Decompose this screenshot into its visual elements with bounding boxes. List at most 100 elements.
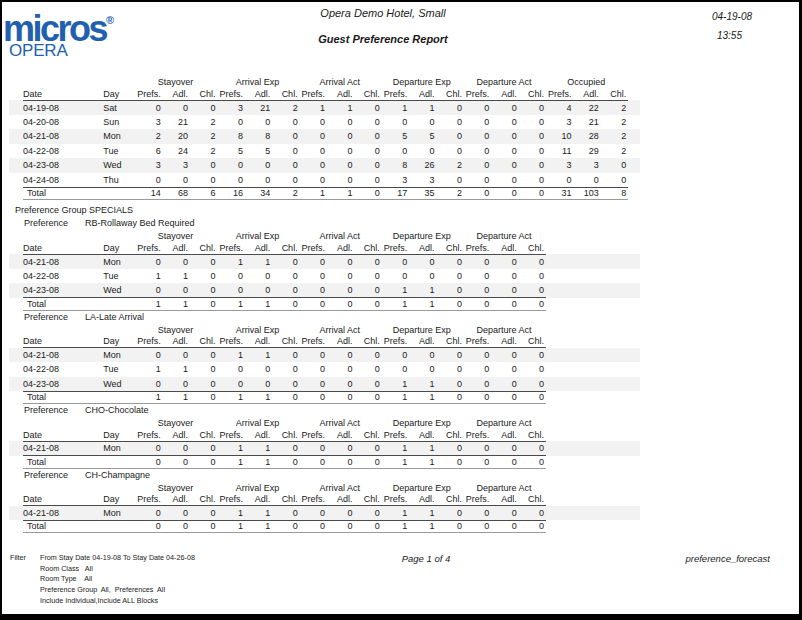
value-cell: 0: [327, 441, 354, 456]
column-header-cell: Chl.: [519, 494, 546, 506]
column-header-cell: Prefs.: [546, 88, 573, 100]
group-header-cell: Departure Exp: [382, 76, 464, 88]
value-cell: 3: [546, 158, 573, 173]
value-cell: 0: [135, 283, 162, 298]
column-header-cell: Adl.: [327, 429, 354, 441]
value-cell: 0: [409, 144, 436, 159]
column-header-cell: Prefs.: [300, 336, 327, 348]
column-header-cell: Chl.: [272, 242, 299, 254]
column-header-cell: Adl.: [163, 242, 190, 254]
day-cell: Wed: [103, 283, 135, 298]
preference-label: Preference: [24, 311, 85, 324]
value-cell: 0: [354, 144, 381, 159]
date-cell: 04-24-08: [23, 173, 103, 188]
value-cell: 0: [409, 269, 436, 284]
value-cell: 0: [354, 269, 381, 284]
value-cell: 24: [163, 144, 190, 159]
column-header-cell: Prefs.: [382, 429, 409, 441]
total-value-cell: 1: [163, 298, 190, 311]
main-forecast-group-header-row: StayoverArrival ExpArrival ActDeparture …: [9, 76, 640, 88]
value-cell: 0: [464, 144, 491, 159]
preference-0-total-row: Total110110000110000: [9, 298, 640, 311]
column-header-cell: Chl.: [190, 336, 217, 348]
value-cell: 21: [573, 115, 600, 130]
value-cell: 2: [190, 144, 217, 159]
column-header-cell: Adl.: [327, 242, 354, 254]
total-value-cell: 2: [437, 187, 464, 200]
value-cell: 0: [546, 173, 573, 188]
day-cell: Tue: [103, 269, 135, 284]
group-header-cell: Arrival Exp: [218, 324, 300, 336]
value-cell: 3: [135, 115, 162, 130]
value-cell: 0: [519, 254, 546, 269]
gutter-cell: [9, 324, 23, 336]
day-cell: Tue: [103, 144, 135, 159]
value-cell: 0: [135, 254, 162, 269]
value-cell: 0: [163, 100, 190, 115]
total-value-cell: 0: [354, 298, 381, 311]
value-cell: 0: [163, 283, 190, 298]
total-value-cell: 1: [245, 298, 272, 311]
value-cell: 0: [437, 377, 464, 392]
preference-1-table: StayoverArrival ExpArrival ActDeparture …: [9, 324, 640, 405]
value-cell: 0: [354, 377, 381, 392]
value-cell: 0: [354, 129, 381, 144]
value-cell: 0: [382, 115, 409, 130]
preference-2-table: StayoverArrival ExpArrival ActDeparture …: [9, 417, 640, 469]
spacer-cell: [103, 482, 135, 494]
preference-2-group-header-row: StayoverArrival ExpArrival ActDeparture …: [9, 417, 640, 429]
value-cell: 0: [464, 377, 491, 392]
main-forecast-row: 04-23-08Wed3300000008262000330: [9, 158, 640, 173]
value-cell: 0: [245, 269, 272, 284]
spacer-cell: [628, 173, 640, 188]
day-cell: Mon: [103, 254, 135, 269]
column-header-cell: Prefs.: [218, 242, 245, 254]
value-cell: 1: [218, 441, 245, 456]
total-value-cell: 0: [354, 391, 381, 404]
column-header-cell: Adl.: [163, 88, 190, 100]
column-header-cell: Prefs.: [218, 336, 245, 348]
total-value-cell: 0: [354, 520, 381, 533]
value-cell: 0: [437, 506, 464, 521]
preference-0-column-header-row: DateDayPrefs.Adl.Chl.Prefs.Adl.Chl.Prefs…: [9, 242, 640, 254]
spacer-cell: [546, 456, 640, 469]
total-value-cell: 0: [327, 520, 354, 533]
total-value-cell: 34: [245, 187, 272, 200]
value-cell: 0: [218, 158, 245, 173]
value-cell: 0: [354, 348, 381, 363]
value-cell: 1: [382, 506, 409, 521]
value-cell: 0: [190, 362, 217, 377]
value-cell: 0: [190, 269, 217, 284]
date-cell: 04-19-08: [23, 100, 103, 115]
preference-0-row: 04-21-08Mon000110000000000: [9, 254, 640, 269]
value-cell: 0: [327, 173, 354, 188]
date-column-header: Date: [23, 494, 103, 506]
value-cell: 0: [300, 254, 327, 269]
value-cell: 0: [245, 283, 272, 298]
report-page: micros® OPERA Opera Demo Hotel, Small Gu…: [0, 0, 802, 620]
value-cell: 0: [519, 283, 546, 298]
column-header-cell: Chl.: [519, 88, 546, 100]
preference-0-group-header-row: StayoverArrival ExpArrival ActDeparture …: [9, 230, 640, 242]
spacer-cell: [103, 230, 135, 242]
main-forecast-table: StayoverArrival ExpArrival ActDeparture …: [9, 76, 640, 200]
column-header-cell: Prefs.: [135, 242, 162, 254]
value-cell: 0: [437, 100, 464, 115]
group-header-cell: Departure Act: [464, 230, 546, 242]
date-cell: 04-21-08: [23, 348, 103, 363]
date-cell: 04-21-08: [23, 506, 103, 521]
total-value-cell: 1: [245, 391, 272, 404]
value-cell: 0: [327, 377, 354, 392]
value-cell: 0: [437, 283, 464, 298]
value-cell: 0: [300, 348, 327, 363]
column-header-cell: Prefs.: [218, 429, 245, 441]
preference-name: LA-Late Arrival: [85, 312, 144, 322]
preference-label: Preference: [24, 404, 85, 417]
value-cell: 29: [573, 144, 600, 159]
preference-1-total-row: Total110110000110000: [9, 391, 640, 404]
value-cell: 0: [382, 144, 409, 159]
value-cell: 0: [382, 348, 409, 363]
preference-3-row: 04-21-08Mon000110000110000: [9, 506, 640, 521]
value-cell: 0: [300, 173, 327, 188]
preference-name: CH-Champagne: [85, 470, 150, 480]
